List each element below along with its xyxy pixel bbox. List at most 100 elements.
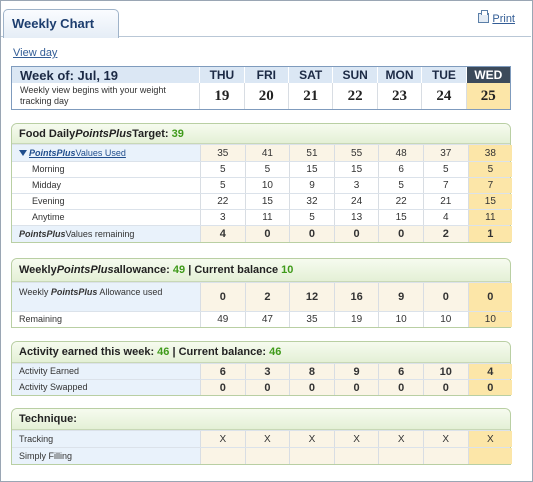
activity-earned-cell: 6 [378,364,423,379]
remaining-cell: 19 [333,312,379,327]
food-heading: Food Daily PointsPlus Target: 39 [12,124,510,144]
printer-icon [478,10,490,23]
technique-heading: Technique: [12,409,510,430]
day-date[interactable]: 19 [199,83,243,109]
remaining-cell: 10 [378,312,423,327]
tracking-cell[interactable]: X [378,431,423,447]
meal-cell: 32 [289,194,334,209]
weekly-allowance-section: Weekly PointsPlus allowance: 49 | Curren… [11,258,513,328]
meal-cell: 4 [422,210,468,225]
day-name: SAT [288,67,332,83]
print-link[interactable]: Print [478,10,515,25]
weekly-allowance-heading: Weekly PointsPlus allowance: 49 | Curren… [12,259,510,282]
meal-cell: 15 [244,194,290,209]
simply-filling-cell[interactable] [333,448,379,464]
food-heading-italic: PointsPlus [75,127,133,140]
activity-balance-label: | Current balance: [172,346,267,358]
activity-swapped-cell: 0 [200,380,245,395]
meal-row-anytime: Anytime 3 11 5 13 15 4 11 [12,209,513,225]
values-remaining-cell-today: 1 [467,226,513,242]
activity-swapped-cell: 0 [333,380,379,395]
day-date[interactable]: 20 [243,83,288,109]
allowance-used-b: Allowance used [97,287,163,297]
meal-cell: 5 [200,162,245,177]
food-heading-prefix: Food Daily [19,127,76,140]
activity-swapped-label: Activity Swapped [12,380,200,395]
meal-cell-today: 5 [467,162,513,177]
allowance-used-italic: PointsPlus [50,287,98,297]
meal-cell: 22 [200,194,245,209]
weekly-heading-prefix: Weekly [19,264,57,276]
values-remaining-cell: 0 [333,226,379,242]
tracking-cell[interactable]: X [200,431,245,447]
week-header: Week of: Jul, 19 THU FRI SAT SUN MON TUE… [11,66,511,110]
day-name-today: WED [465,67,511,83]
values-used-cell: 55 [333,145,379,161]
allowance-used-cell: 12 [289,283,334,311]
allowance-used-cell: 0 [200,283,245,311]
values-remaining-row: PointsPlus Values remaining 4 0 0 0 0 2 … [12,225,513,242]
meal-cell: 5 [289,210,334,225]
tracking-cell[interactable]: X [422,431,468,447]
simply-filling-cell[interactable] [200,448,245,464]
weekly-allowance-value: 49 [172,264,186,276]
tracking-row: Tracking X X X X X X X [12,430,513,447]
allowance-used-cell: 9 [378,283,423,311]
activity-earned-total: 46 [157,346,170,358]
remaining-cell-today: 10 [467,312,513,327]
remaining-cell: 10 [422,312,468,327]
view-day-link[interactable]: View day [13,47,58,59]
tracking-cell[interactable]: X [244,431,290,447]
dates-row: Weekly view begins with your weight trac… [12,83,510,109]
food-heading-suffix: Target: [132,127,169,140]
tab-weekly-chart[interactable]: Weekly Chart [3,9,119,38]
meal-row-midday: Midday 5 10 9 3 5 7 7 [12,177,513,193]
meal-cell: 13 [333,210,379,225]
values-remaining-cell: 0 [244,226,290,242]
activity-earned-cell-today: 4 [467,364,513,379]
meal-cell-today: 7 [467,178,513,193]
values-remaining-label: PointsPlus Values remaining [12,226,200,242]
simply-filling-cell[interactable] [422,448,468,464]
remaining-cell: 49 [200,312,245,327]
activity-earned-cell: 8 [289,364,334,379]
day-date[interactable]: 21 [288,83,332,109]
meal-cell: 15 [289,162,334,177]
meal-cell: 5 [200,178,245,193]
simply-filling-cell[interactable] [378,448,423,464]
values-used-label[interactable]: PointsPlus Values Used [12,145,200,161]
meal-cell: 21 [422,194,468,209]
activity-swapped-cell-today: 0 [467,380,513,395]
simply-filling-cell[interactable] [244,448,290,464]
allowance-used-a: Weekly [19,287,51,297]
activity-swapped-cell: 0 [378,380,423,395]
meal-cell: 5 [422,162,468,177]
values-remaining-cell: 0 [378,226,423,242]
values-remaining-cell: 2 [422,226,468,242]
values-remaining-italic: PointsPlus [19,228,66,239]
remaining-row: Remaining 49 47 35 19 10 10 10 [12,311,513,327]
meal-cell: 10 [244,178,290,193]
meal-cell: 22 [378,194,423,209]
tracking-label: Tracking [12,431,200,447]
collapse-triangle-icon[interactable] [19,150,27,156]
values-used-link[interactable]: PointsPlus [29,147,76,158]
simply-filling-cell[interactable] [289,448,334,464]
day-date-today[interactable]: 25 [465,83,510,109]
values-used-rest[interactable]: Values Used [75,147,126,158]
print-label[interactable]: Print [492,13,515,25]
meal-cell: 15 [333,162,379,177]
values-used-cell: 51 [289,145,334,161]
tracking-cell[interactable]: X [333,431,379,447]
weekly-balance-value: 10 [281,264,294,276]
tracking-cell-today[interactable]: X [467,431,513,447]
tracking-cell[interactable]: X [289,431,334,447]
day-date[interactable]: 24 [421,83,465,109]
day-date[interactable]: 23 [376,83,421,109]
activity-earned-label: Activity Earned [12,364,200,379]
day-date[interactable]: 22 [332,83,376,109]
remaining-cell: 35 [289,312,334,327]
simply-filling-cell-today[interactable] [467,448,513,464]
remaining-cell: 47 [244,312,290,327]
simply-filling-label: Simply Filling [12,448,200,464]
